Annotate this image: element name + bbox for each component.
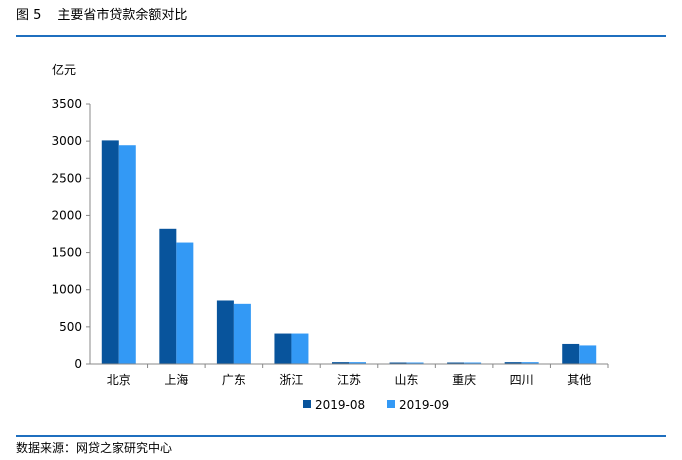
bars-group: [101, 140, 597, 364]
y-tick-label: 1500: [51, 246, 82, 260]
bar-江苏-2019-09: [349, 362, 366, 364]
x-category-label: 四川: [510, 373, 534, 387]
bottom-divider: [16, 435, 666, 437]
y-tick-label: 0: [74, 357, 82, 371]
y-tick-label: 3500: [51, 97, 82, 111]
bar-四川-2019-09: [521, 362, 539, 364]
bar-浙江-2019-09: [291, 333, 309, 364]
bar-北京-2019-09: [118, 145, 136, 364]
bar-江苏-2019-08: [332, 362, 349, 364]
x-category-label: 北京: [107, 373, 131, 387]
x-category-label: 江苏: [337, 373, 361, 387]
legend: 2019-08 2019-09: [303, 398, 449, 412]
bar-重庆-2019-09: [464, 362, 482, 364]
y-tick-label: 500: [59, 320, 82, 334]
bar-上海-2019-09: [176, 242, 194, 364]
bar-广东-2019-09: [233, 303, 251, 364]
bar-山东-2019-08: [389, 362, 407, 364]
x-category-label: 重庆: [452, 373, 476, 387]
y-tick-label: 2000: [51, 208, 82, 222]
bar-广东-2019-08: [216, 300, 234, 364]
data-source-note: 数据来源：网贷之家研究中心: [16, 441, 173, 455]
y-tick-label: 1000: [51, 283, 82, 297]
figure-number: 图 5: [16, 8, 42, 23]
legend-swatch-2019-08: [303, 400, 311, 408]
bar-上海-2019-08: [159, 228, 177, 364]
top-divider: [16, 35, 666, 37]
y-tick-label: 3000: [51, 134, 82, 148]
y-tick-label: 2500: [51, 171, 82, 185]
x-category-label: 山东: [395, 373, 419, 387]
bar-四川-2019-08: [504, 362, 522, 364]
bar-重庆-2019-08: [447, 362, 465, 364]
x-category-label: 其他: [567, 373, 591, 387]
legend-label: 2019-09: [399, 398, 449, 412]
x-category-label: 浙江: [279, 373, 303, 387]
y-axis-unit-label: 亿元: [52, 62, 76, 77]
figure-title-text: 主要省市贷款余额对比: [57, 8, 188, 23]
bar-北京-2019-08: [101, 140, 119, 364]
bar-山东-2019-09: [406, 362, 424, 364]
legend-swatch-2019-09: [387, 400, 395, 408]
bar-其他-2019-08: [562, 343, 580, 364]
x-category-label: 上海: [164, 372, 188, 387]
legend-label: 2019-08: [315, 398, 365, 412]
bar-浙江-2019-08: [274, 333, 292, 364]
figure-title: 图 5 主要省市贷款余额对比: [16, 4, 187, 23]
x-category-label: 广东: [222, 373, 246, 387]
axes-group: 0 500 1000 1500 2000 2500 3000 3500 北京 上海 广东 浙江 江苏 山东…: [51, 97, 609, 387]
bar-其他-2019-09: [579, 345, 597, 364]
bar-chart: 亿元 0 500 1000 1500 2000 2500 3000 3500 北京 上海 广东 浙江 江…: [51, 62, 609, 412]
